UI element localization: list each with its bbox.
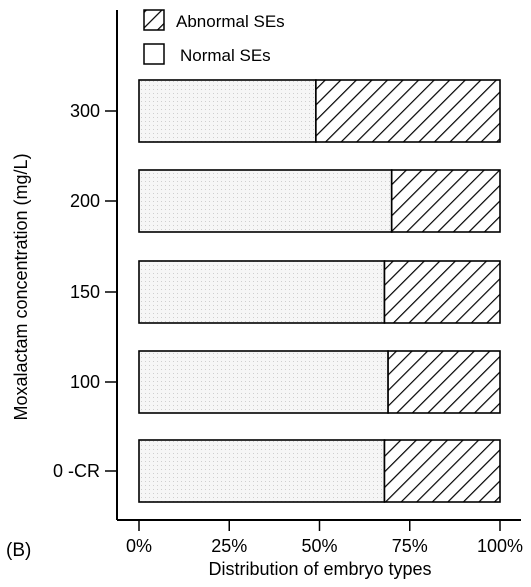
y-ticks-layer: 300 200 150 100 0 -CR bbox=[53, 101, 117, 481]
bar-normal-ses-0 bbox=[138, 79, 317, 143]
panel-label: (B) bbox=[6, 540, 32, 561]
x-ticks-layer: 0% 25% 50% 75% 100% bbox=[126, 520, 523, 556]
x-tick-label-0: 0% bbox=[126, 536, 152, 556]
legend-swatch-abnormal bbox=[143, 9, 165, 31]
y-tick-label-4: 0 -CR bbox=[53, 461, 100, 481]
bar-normal-ses-4 bbox=[138, 439, 386, 503]
bar-abnormal-ses-2 bbox=[383, 260, 501, 324]
bars-layer bbox=[138, 79, 501, 503]
y-tick-label-0: 300 bbox=[70, 101, 100, 121]
y-axis-title: Moxalactam concentration (mg/L) bbox=[11, 153, 31, 420]
y-tick-label-1: 200 bbox=[70, 191, 100, 211]
legend: Abnormal SEs Normal SEs bbox=[143, 9, 285, 65]
x-tick-label-4: 100% bbox=[477, 536, 523, 556]
legend-label-abnormal: Abnormal SEs bbox=[176, 12, 285, 31]
legend-swatch-normal bbox=[143, 43, 165, 65]
x-tick-label-3: 75% bbox=[392, 536, 428, 556]
y-tick-label-3: 100 bbox=[70, 372, 100, 392]
bar-normal-ses-1 bbox=[138, 169, 393, 233]
bar-abnormal-ses-3 bbox=[387, 350, 501, 414]
legend-label-normal: Normal SEs bbox=[180, 46, 271, 65]
y-tick-label-2: 150 bbox=[70, 282, 100, 302]
x-tick-label-2: 50% bbox=[301, 536, 337, 556]
bar-normal-ses-2 bbox=[138, 260, 386, 324]
bar-abnormal-ses-1 bbox=[390, 169, 501, 233]
bar-normal-ses-3 bbox=[138, 350, 389, 414]
bar-abnormal-ses-4 bbox=[383, 439, 501, 503]
bar-abnormal-ses-0 bbox=[315, 79, 501, 143]
x-axis-title: Distribution of embryo types bbox=[208, 559, 431, 579]
x-tick-label-1: 25% bbox=[211, 536, 247, 556]
